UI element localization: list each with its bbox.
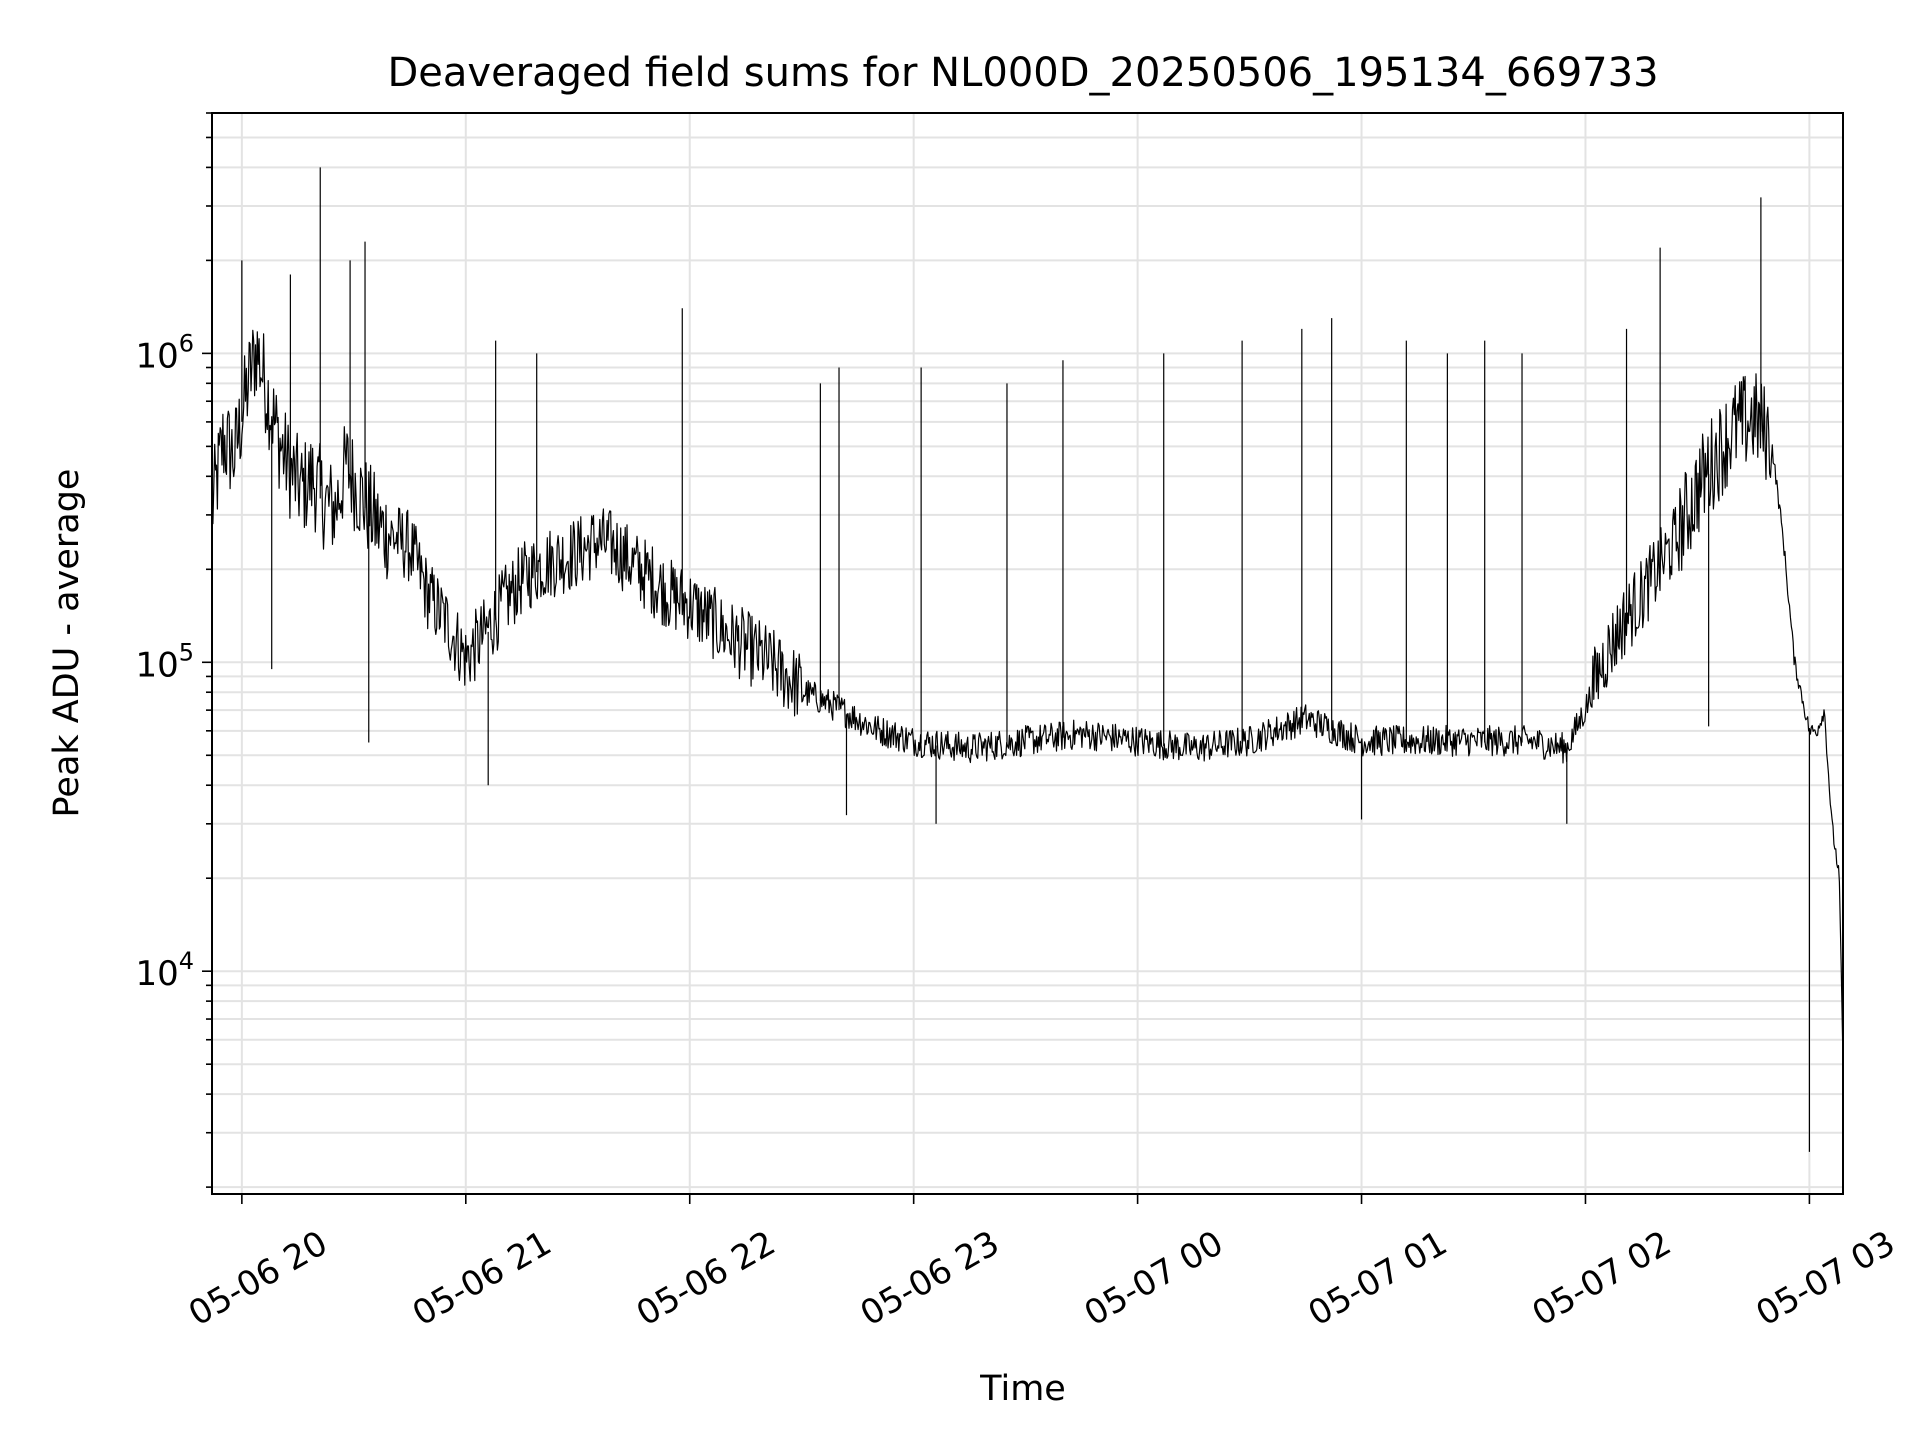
y-tick-label: 105 xyxy=(135,638,194,685)
plot-frame xyxy=(211,112,1844,1195)
y-tick-label: 104 xyxy=(135,947,194,994)
x-axis-label: Time xyxy=(979,1369,1066,1409)
y-axis-label: Peak ADU - average xyxy=(47,469,87,818)
y-tick-label: 106 xyxy=(135,329,194,376)
series-layer xyxy=(211,167,1844,1152)
chart-title: Deaveraged field sums for NL000D_2025050… xyxy=(387,50,1658,96)
grid-layer xyxy=(212,112,1843,1194)
series-line xyxy=(211,329,1844,1063)
